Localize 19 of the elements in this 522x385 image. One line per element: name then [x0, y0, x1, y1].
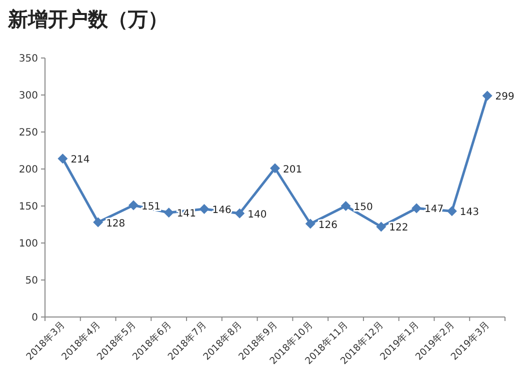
y-tick-label: 250	[18, 128, 38, 138]
title: 新增开户数（万）	[8, 7, 168, 31]
y-tick-label: 50	[25, 276, 38, 286]
label: 140	[248, 209, 267, 220]
label: 214	[70, 154, 90, 166]
label: 126	[318, 220, 338, 231]
label: 201	[283, 164, 302, 176]
y-tick-label: 100	[18, 238, 38, 250]
y-tick-label: 0	[32, 312, 38, 324]
y-tick-label: 200	[18, 164, 38, 176]
y-tick-label: 150	[18, 202, 38, 212]
label: 143	[460, 207, 480, 218]
label: 150	[354, 202, 373, 213]
label: 299	[495, 92, 514, 103]
label: 141	[176, 208, 196, 220]
label: 128	[106, 218, 126, 230]
label: 122	[389, 222, 408, 234]
y-tick-label: 300	[18, 90, 38, 102]
y-tick-label: 350	[18, 54, 38, 64]
